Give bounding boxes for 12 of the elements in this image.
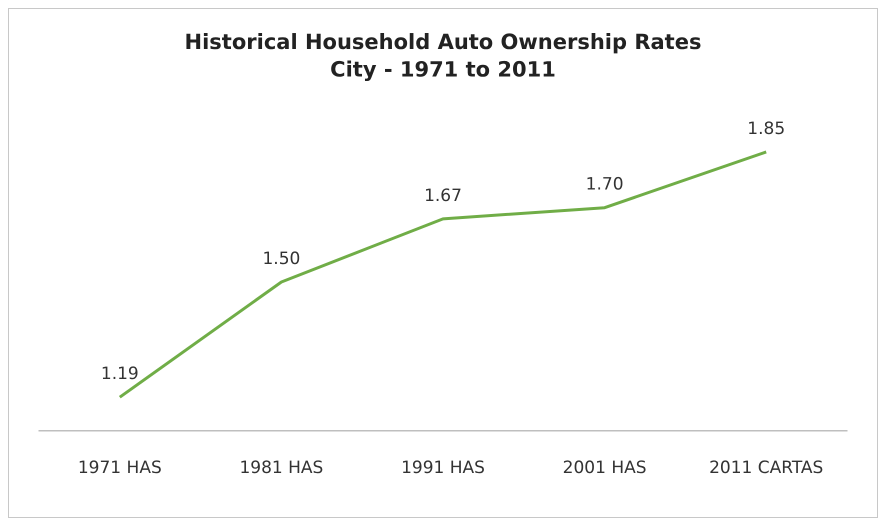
data-label: 1.19 [100,364,139,384]
x-tick-label: 1981 HAS [239,458,324,478]
data-label: 1.70 [586,174,624,195]
chart-title: Historical Household Auto Ownership Rates [184,30,702,54]
data-label: 1.50 [262,248,300,269]
x-tick-label: 1971 HAS [78,458,162,478]
data-label: 1.85 [747,118,786,139]
x-tick-label: 2001 HAS [562,458,647,478]
chart-subtitle: City - 1971 to 2011 [330,57,556,82]
data-label: 1.67 [424,186,462,206]
x-tick-label: 2011 CARTAS [709,458,824,478]
x-tick-label: 1991 HAS [401,458,485,478]
